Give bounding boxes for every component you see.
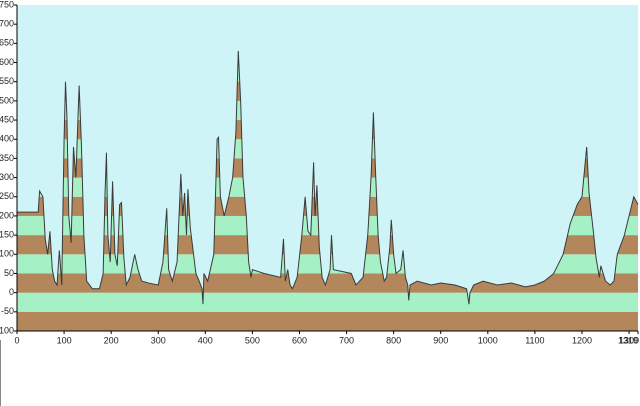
band [17, 311, 638, 331]
y-tick-label: 50 [4, 268, 14, 278]
x-tick-label: 100 [57, 335, 72, 345]
y-tick-label: 400 [0, 134, 14, 144]
y-tick-label: 250 [0, 191, 14, 201]
y-tick-label: 150 [0, 229, 14, 239]
x-tick-label: 900 [433, 335, 448, 345]
y-tick-label: 350 [0, 153, 14, 163]
y-tick-label: 450 [0, 114, 14, 124]
y-tick-label: 500 [0, 95, 14, 105]
x-tick-label: 200 [104, 335, 119, 345]
y-tick-label: 700 [0, 19, 14, 29]
x-tick-label: 1200 [572, 335, 592, 345]
y-tick-label: 750 [0, 0, 14, 9]
x-tick-label: 400 [198, 335, 213, 345]
y-tick-label: 600 [0, 57, 14, 67]
x-tick-label: 1100 [525, 335, 544, 345]
profile-line [17, 50, 639, 305]
y-tick-label: 0 [9, 287, 14, 297]
y-tick-label: 650 [0, 38, 14, 48]
x-tick-label: 0 [14, 335, 19, 345]
y-tick-label: 550 [0, 76, 14, 86]
x-tick-label: 700 [339, 335, 354, 345]
x-tick-label: 1000 [478, 335, 498, 345]
x-tick-label: 300 [151, 335, 166, 345]
x-tick-label: 1300 [619, 335, 639, 345]
x-tick-label: 1319 [618, 335, 638, 345]
y-tick-label: 200 [0, 210, 14, 220]
y-tick-label: 300 [0, 172, 14, 182]
x-tick-label: 500 [245, 335, 260, 345]
band [17, 292, 638, 312]
x-tick-label: 800 [386, 335, 401, 345]
y-tick-label: -100 [0, 325, 14, 335]
x-tick-label: 600 [292, 335, 307, 345]
y-tick-label: -50 [1, 306, 14, 316]
y-tick-label: 100 [0, 249, 14, 259]
